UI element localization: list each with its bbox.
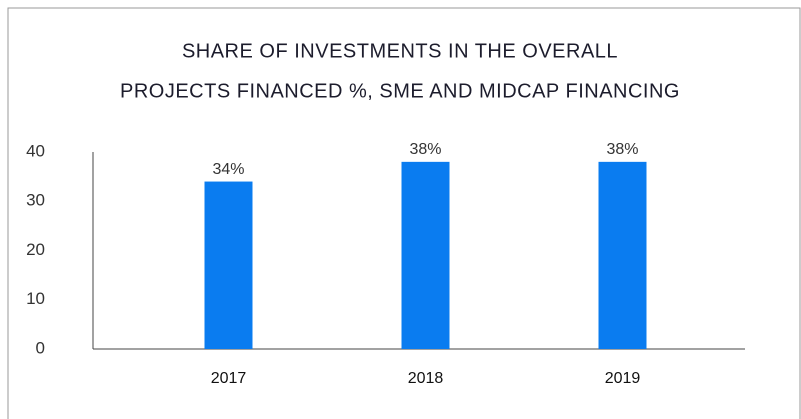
x-tick-label: 2019	[605, 370, 641, 387]
x-tick-label: 2018	[408, 370, 444, 387]
value-label: 38%	[409, 141, 441, 158]
y-tick-label: 10	[26, 289, 45, 308]
bar	[598, 161, 647, 349]
y-tick-label: 0	[36, 338, 45, 357]
bar	[401, 161, 450, 349]
chart-title: SHARE OF INVESTMENTS IN THE OVERALL	[182, 40, 618, 62]
y-tick-label: 40	[26, 141, 45, 160]
x-tick-label: 2017	[211, 370, 247, 387]
value-label: 34%	[212, 161, 244, 178]
value-label: 38%	[606, 141, 638, 158]
bar	[204, 181, 253, 349]
y-tick-label: 20	[26, 240, 45, 259]
frame	[7, 7, 801, 419]
chart-title: PROJECTS FINANCED %, SME AND MIDCAP FINA…	[120, 80, 680, 102]
y-tick-label: 30	[26, 191, 45, 210]
